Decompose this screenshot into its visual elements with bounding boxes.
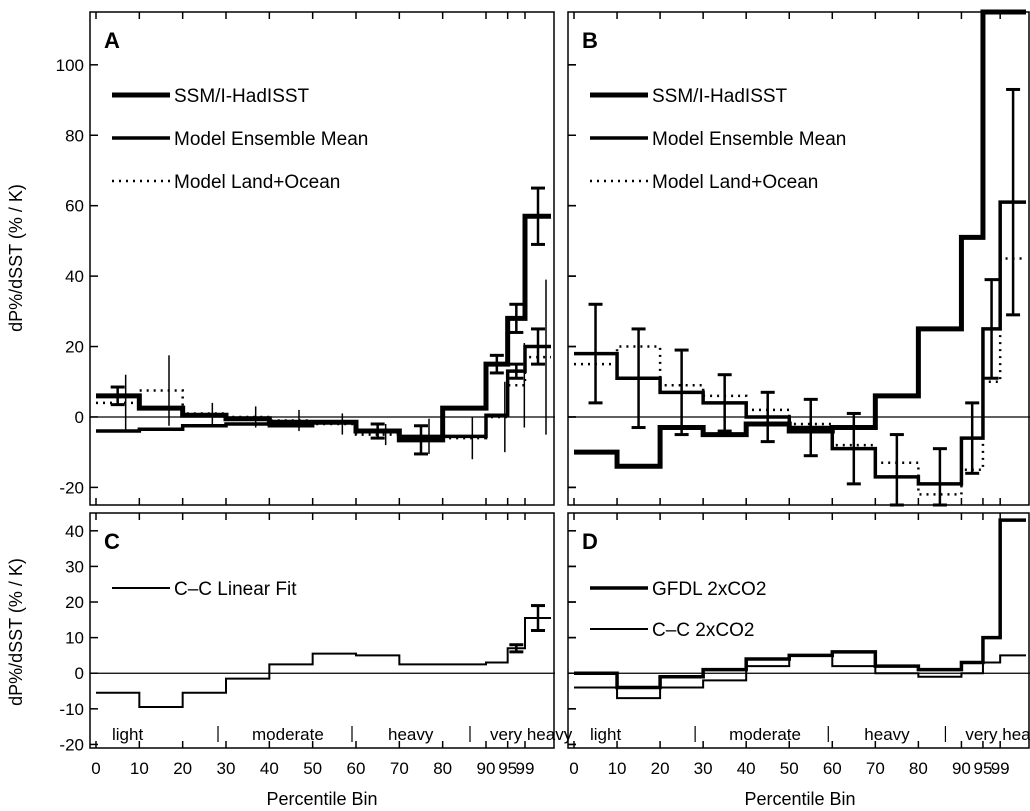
legend-label: C–C 2xCO2 bbox=[652, 620, 754, 641]
legend-label: GFDL 2xCO2 bbox=[652, 579, 766, 600]
x-tick-label: 90 bbox=[952, 759, 971, 778]
series-line-2 bbox=[574, 654, 1026, 700]
x-tick-label: 99 bbox=[991, 759, 1010, 778]
x-tick-label: 95 bbox=[973, 759, 992, 778]
panel-letter: A bbox=[104, 28, 120, 53]
x-tick-label: 70 bbox=[866, 759, 885, 778]
x-tick-label: 99 bbox=[516, 759, 535, 778]
legend-label: SSM/I-HadISST bbox=[174, 86, 310, 107]
x-tick-label: 0 bbox=[569, 759, 578, 778]
y-tick-label: -20 bbox=[59, 478, 84, 497]
x-axis-label-left: Percentile Bin bbox=[266, 789, 377, 809]
x-tick-label: 80 bbox=[909, 759, 928, 778]
panel-frame bbox=[567, 11, 1030, 506]
y-tick-label: 10 bbox=[65, 629, 84, 648]
y-axis-label-top: dP%/dSST (% / K) bbox=[6, 184, 26, 332]
y-tick-label: 30 bbox=[65, 557, 84, 576]
category-label: light bbox=[112, 725, 143, 744]
panel-frame bbox=[567, 512, 1030, 749]
x-tick-label: 70 bbox=[390, 759, 409, 778]
x-tick-label: 95 bbox=[498, 759, 517, 778]
category-label: moderate bbox=[729, 725, 801, 744]
x-axis-label-right: Percentile Bin bbox=[744, 789, 855, 809]
x-tick-label: 0 bbox=[91, 759, 100, 778]
y-tick-label: 20 bbox=[65, 338, 84, 357]
series-line-2 bbox=[574, 200, 1026, 486]
x-tick-label: 10 bbox=[130, 759, 149, 778]
x-tick-label: 30 bbox=[694, 759, 713, 778]
panel-letter: C bbox=[104, 529, 120, 554]
y-tick-label: 60 bbox=[65, 197, 84, 216]
series-line-1 bbox=[96, 617, 551, 709]
legend-label: Model Land+Ocean bbox=[174, 172, 340, 193]
panel-frame bbox=[89, 512, 555, 749]
y-tick-label: 20 bbox=[65, 593, 84, 612]
series-line-3 bbox=[96, 355, 551, 440]
series-line-1 bbox=[574, 518, 1026, 690]
x-tick-label: 50 bbox=[780, 759, 799, 778]
category-label: very heavy bbox=[965, 725, 1030, 744]
category-label: very heavy bbox=[490, 725, 573, 744]
legend-label: Model Ensemble Mean bbox=[174, 129, 368, 150]
series-line-2 bbox=[96, 344, 551, 439]
category-label: heavy bbox=[388, 725, 434, 744]
series-line-1 bbox=[96, 213, 551, 443]
y-tick-label: 80 bbox=[65, 126, 84, 145]
x-tick-label: 80 bbox=[433, 759, 452, 778]
y-tick-label: 0 bbox=[75, 408, 84, 427]
category-label: light bbox=[590, 725, 621, 744]
x-tick-label: 50 bbox=[303, 759, 322, 778]
legend-label: Model Land+Ocean bbox=[652, 172, 818, 193]
series-line-3 bbox=[574, 257, 1026, 496]
panel-frame bbox=[89, 11, 555, 506]
panel-letter: B bbox=[582, 28, 598, 53]
y-tick-label: 100 bbox=[56, 56, 84, 75]
x-tick-label: 60 bbox=[823, 759, 842, 778]
y-tick-label: -10 bbox=[59, 700, 84, 719]
x-tick-label: 40 bbox=[260, 759, 279, 778]
y-tick-label: 0 bbox=[75, 664, 84, 683]
panel-A: -20 0 20 40 60 80 100 A SSM/I-HadISST Model Ensem… bbox=[56, 11, 555, 506]
category-label: moderate bbox=[252, 725, 324, 744]
legend-label: Model Ensemble Mean bbox=[652, 129, 846, 150]
panel-B: B SSM/I-HadISST Model Ensemble Mean Model L… bbox=[567, 9, 1030, 507]
x-tick-label: 30 bbox=[217, 759, 236, 778]
legend-label: C–C Linear Fit bbox=[174, 579, 297, 600]
y-tick-label: -20 bbox=[59, 735, 84, 754]
x-tick-label: 40 bbox=[737, 759, 756, 778]
y-tick-label: 40 bbox=[65, 267, 84, 286]
x-tick-label: 20 bbox=[173, 759, 192, 778]
x-tick-label: 10 bbox=[608, 759, 627, 778]
y-axis-label-bottom: dP%/dSST (% / K) bbox=[6, 558, 26, 706]
series-line-1 bbox=[574, 9, 1026, 469]
legend-label: SSM/I-HadISST bbox=[652, 86, 788, 107]
category-label: heavy bbox=[864, 725, 910, 744]
panel-letter: D bbox=[582, 529, 598, 554]
x-tick-label: 20 bbox=[651, 759, 670, 778]
y-tick-label: 40 bbox=[65, 522, 84, 541]
x-tick-label: 60 bbox=[347, 759, 366, 778]
x-tick-label: 90 bbox=[477, 759, 496, 778]
